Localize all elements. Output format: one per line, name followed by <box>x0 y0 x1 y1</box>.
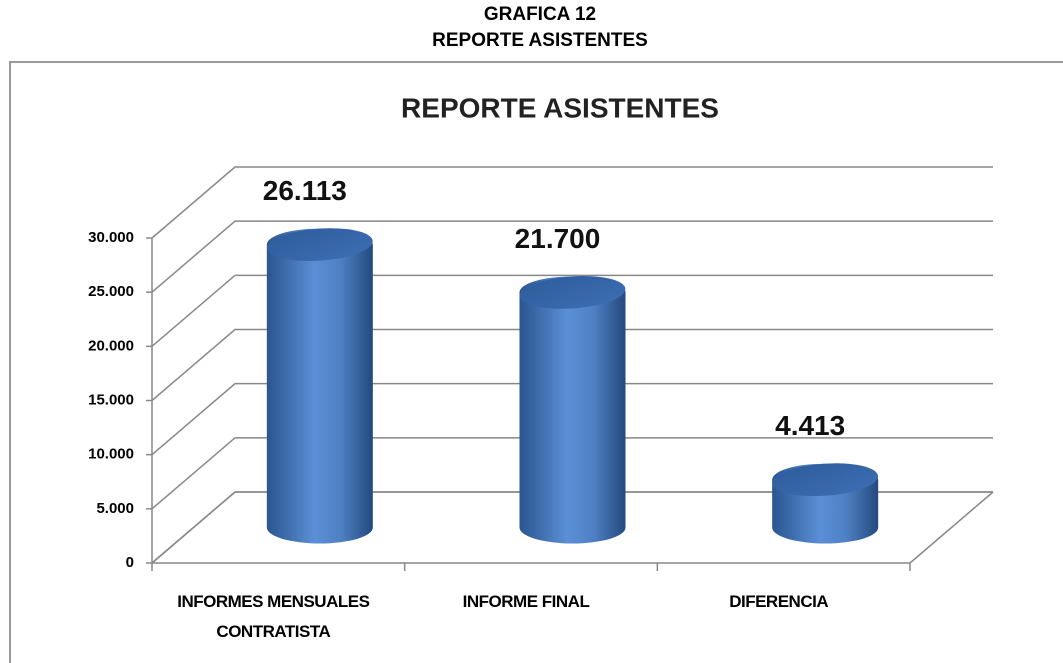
data-label: 4.413 <box>775 410 845 441</box>
page-title: GRAFICA 12 <box>484 4 596 25</box>
y-tick-label: 5.000 <box>96 500 134 517</box>
bar-top <box>266 228 373 261</box>
bar <box>519 276 626 544</box>
bar <box>266 228 373 544</box>
chart-frame <box>9 61 1063 663</box>
chart-title: REPORTE ASISTENTES <box>401 92 719 123</box>
data-label: 26.113 <box>263 175 347 206</box>
x-tick-label: INFORME FINAL <box>462 592 590 611</box>
grid-line <box>151 220 993 293</box>
x-tick-label: DIFERENCIA <box>729 592 829 611</box>
page-subtitle: REPORTE ASISTENTES <box>432 30 648 51</box>
grid-line <box>151 437 993 510</box>
y-tick-label: 10.000 <box>88 446 134 463</box>
grid-line <box>151 382 993 456</box>
data-label: 21.700 <box>515 223 601 254</box>
grid-line <box>151 328 993 402</box>
y-tick-label: 25.000 <box>88 283 134 300</box>
grid-line <box>151 491 993 564</box>
y-tick-label: 0 <box>126 554 134 571</box>
grid-line <box>151 274 993 347</box>
y-tick-label: 30.000 <box>88 229 134 246</box>
x-tick-label: INFORMES MENSUALES CONTRATISTA <box>177 592 370 641</box>
y-tick-label: 15.000 <box>88 391 134 408</box>
bar-top <box>519 276 626 309</box>
grid-line <box>151 166 993 239</box>
y-tick-label: 20.000 <box>88 337 134 354</box>
bar-top <box>772 463 879 497</box>
